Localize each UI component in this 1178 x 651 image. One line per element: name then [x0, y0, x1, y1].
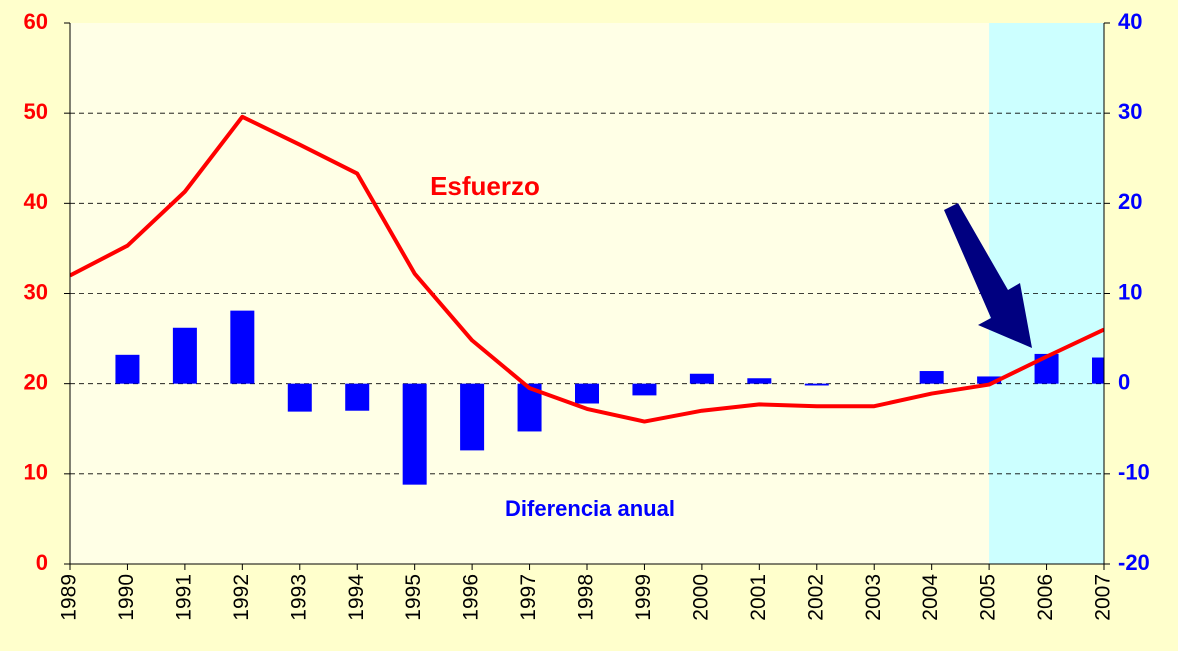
- y2-tick-label: 40: [1118, 9, 1142, 34]
- bar: [632, 383, 657, 396]
- bar: [230, 310, 255, 384]
- y-tick-label: 60: [24, 9, 48, 34]
- bar: [460, 383, 485, 451]
- y2-tick-label: -20: [1118, 550, 1150, 575]
- y-tick-label: 50: [24, 99, 48, 124]
- x-tick-label: 2007: [1092, 574, 1115, 621]
- x-tick-label: 2003: [862, 574, 885, 621]
- bar: [1092, 357, 1104, 384]
- y-tick-label: 0: [36, 550, 48, 575]
- bar: [402, 383, 427, 485]
- y2-tick-label: -10: [1118, 460, 1150, 485]
- x-tick-label: 1994: [345, 574, 368, 621]
- y-tick-label: 20: [24, 369, 48, 394]
- x-tick-label: 2000: [689, 574, 712, 621]
- bar: [287, 383, 312, 412]
- x-tick-label: 2002: [804, 574, 827, 621]
- x-tick-label: 1989: [58, 574, 81, 621]
- bar: [747, 378, 772, 384]
- y2-tick-label: 20: [1118, 189, 1142, 214]
- series-label: Diferencia anual: [505, 496, 675, 521]
- bar: [689, 373, 714, 384]
- y2-tick-label: 0: [1118, 369, 1130, 394]
- series-label: Esfuerzo: [430, 171, 540, 201]
- bar: [977, 376, 1002, 384]
- y-tick-label: 30: [24, 279, 48, 304]
- y2-tick-label: 30: [1118, 99, 1142, 124]
- x-tick-label: 1991: [172, 574, 195, 621]
- bar: [575, 383, 599, 404]
- line: [70, 114, 1104, 424]
- bar: [804, 383, 829, 386]
- x-tick-label: 2001: [747, 574, 770, 621]
- x-tick-label: 1992: [230, 574, 253, 621]
- bar: [115, 354, 140, 384]
- bar: [919, 371, 944, 384]
- bar: [172, 327, 197, 384]
- x-tick-label: 1998: [575, 574, 598, 621]
- arrow: [944, 203, 1032, 348]
- x-tick-label: 1997: [517, 574, 540, 621]
- y2-tick-label: 10: [1118, 279, 1142, 304]
- x-tick-label: 2006: [1034, 574, 1057, 621]
- x-tick-label: 1996: [460, 574, 483, 621]
- x-tick-label: 1995: [402, 574, 425, 621]
- x-tick-label: 1999: [632, 574, 655, 621]
- bar: [345, 383, 370, 411]
- y-tick-label: 40: [24, 189, 48, 214]
- x-tick-label: 1993: [287, 574, 310, 621]
- x-tick-label: 2005: [977, 574, 1000, 621]
- x-tick-label: 2004: [919, 574, 942, 621]
- y-tick-label: 10: [24, 460, 48, 485]
- x-tick-label: 1990: [115, 574, 138, 621]
